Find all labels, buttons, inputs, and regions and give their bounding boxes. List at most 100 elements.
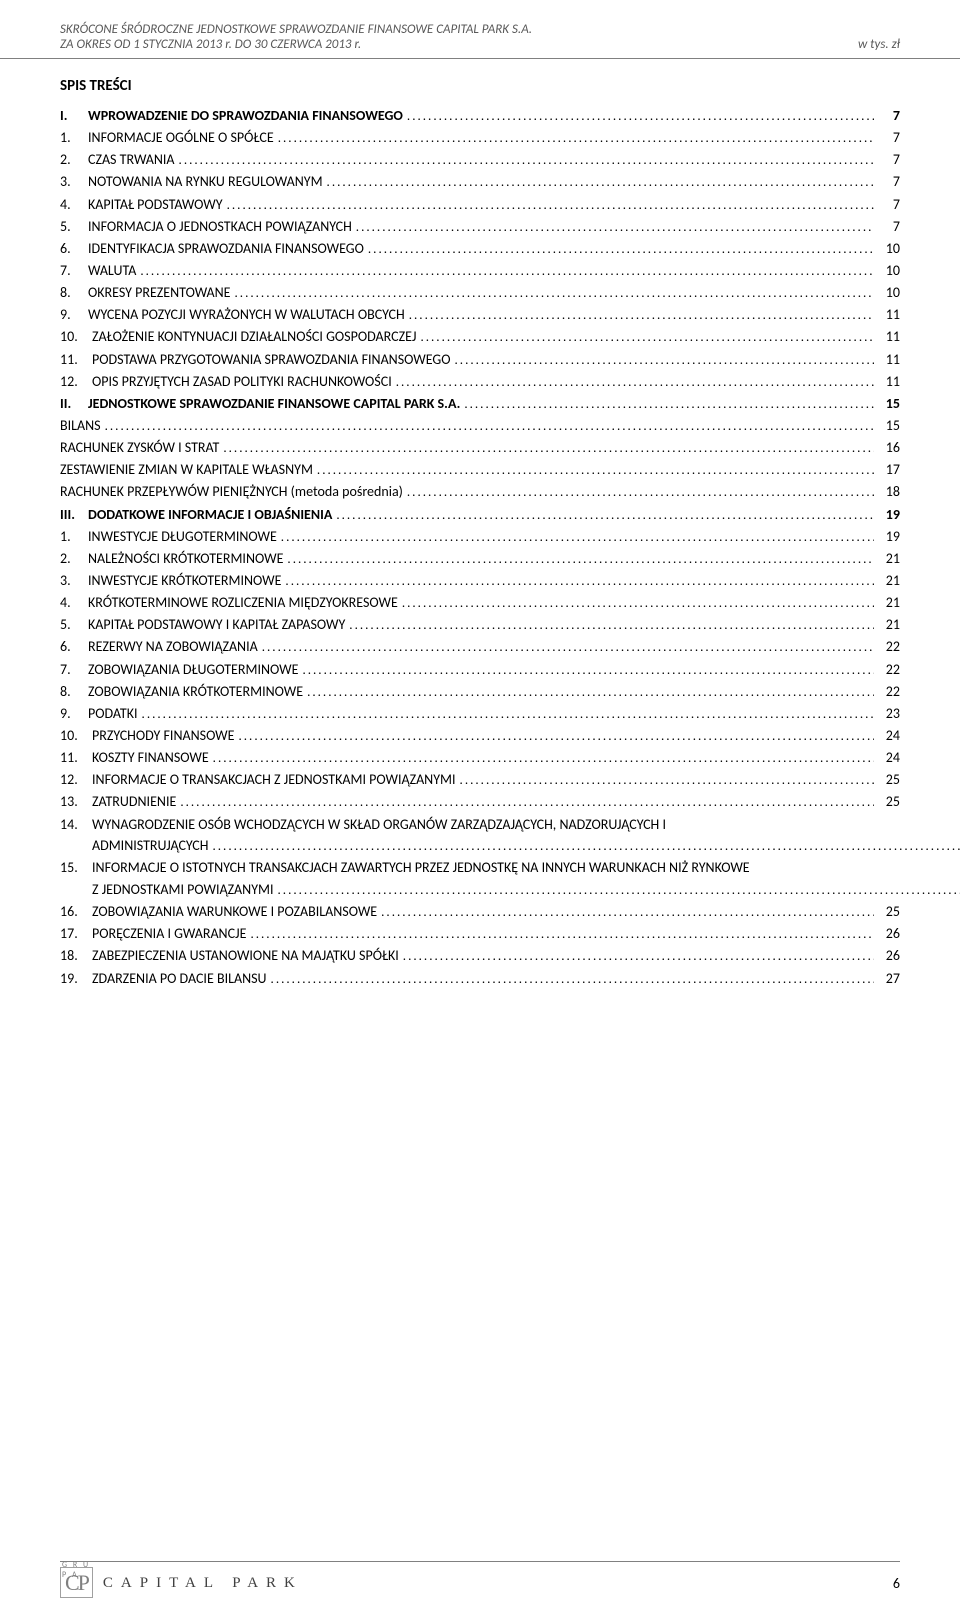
toc-number: 15. — [60, 857, 92, 879]
toc-number: 1. — [60, 127, 88, 149]
toc-page: 18 — [878, 481, 900, 503]
toc-label: INWESTYCJE DŁUGOTERMINOWE — [88, 526, 277, 548]
toc-label-cont: Z JEDNOSTKAMI POWIĄZANYMI — [92, 879, 274, 901]
toc-number: 11. — [60, 349, 92, 371]
toc-row: 4.KAPITAŁ PODSTAWOWY7 — [60, 194, 900, 216]
toc-label: INFORMACJE O ISTOTNYCH TRANSAKCJACH ZAWA… — [92, 857, 960, 879]
toc-number: II. — [60, 393, 88, 415]
toc-number: 1. — [60, 526, 88, 548]
toc-dots — [420, 326, 874, 348]
toc-dots — [235, 282, 875, 304]
toc-label: OKRESY PREZENTOWANE — [88, 282, 231, 304]
toc-dots — [250, 923, 874, 945]
toc-dots — [142, 703, 874, 725]
toc-row: 17.PORĘCZENIA I GWARANCJE 26 — [60, 923, 900, 945]
toc-row: 10.PRZYCHODY FINANSOWE24 — [60, 725, 900, 747]
toc-page: 11 — [878, 304, 900, 326]
toc-page: 16 — [878, 437, 900, 459]
toc-dots — [105, 415, 874, 437]
toc-page: 19 — [878, 504, 900, 526]
toc-dots — [356, 216, 874, 238]
toc-row: 8.ZOBOWIĄZANIA KRÓTKOTERMINOWE22 — [60, 681, 900, 703]
toc-number: 10. — [60, 326, 92, 348]
toc-label: INFORMACJE OGÓLNE O SPÓŁCE — [88, 127, 274, 149]
toc-page: 22 — [878, 636, 900, 658]
toc-row: 10.ZAŁOŻENIE KONTYNUACJI DZIAŁALNOŚCI GO… — [60, 326, 900, 348]
logo-subtext: G R U P A — [62, 1560, 93, 1580]
toc-row: 5.INFORMACJA O JEDNOSTKACH POWIĄZANYCH7 — [60, 216, 900, 238]
toc-row: 5.KAPITAŁ PODSTAWOWY I KAPITAŁ ZAPASOWY2… — [60, 614, 900, 636]
toc-row: 13.ZATRUDNIENIE25 — [60, 791, 900, 813]
toc-number: 9. — [60, 304, 88, 326]
header-line-1: SKRÓCONE ŚRÓDROCZNE JEDNOSTKOWE SPRAWOZD… — [60, 22, 900, 37]
header-title-2: ZA OKRES OD 1 STYCZNIA 2013 r. DO 30 CZE… — [60, 37, 361, 52]
toc-title: SPIS TREŚCI — [0, 77, 960, 95]
toc-page: 23 — [878, 703, 900, 725]
toc-row: 3.NOTOWANIA NA RYNKU REGULOWANYM7 — [60, 171, 900, 193]
toc-row: RACHUNEK ZYSKÓW I STRAT16 — [60, 437, 900, 459]
toc-page: 10 — [878, 260, 900, 282]
toc-page: 7 — [878, 127, 900, 149]
toc-label: KRÓTKOTERMINOWE ROZLICZENIA MIĘDZYOKRESO… — [88, 592, 398, 614]
toc-page: 11 — [878, 371, 900, 393]
toc-row: 2.CZAS TRWANIA7 — [60, 149, 900, 171]
toc-number: 3. — [60, 171, 88, 193]
toc-label: KAPITAŁ PODSTAWOWY I KAPITAŁ ZAPASOWY — [88, 614, 345, 636]
toc-number: 2. — [60, 149, 88, 171]
toc-number: 4. — [60, 194, 88, 216]
toc-dots — [455, 349, 875, 371]
header-unit: w tys. zł — [858, 37, 900, 52]
toc-dots — [271, 968, 874, 990]
header-title-1: SKRÓCONE ŚRÓDROCZNE JEDNOSTKOWE SPRAWOZD… — [60, 22, 532, 37]
toc-label: KAPITAŁ PODSTAWOWY — [88, 194, 223, 216]
toc-label: CZAS TRWANIA — [88, 149, 175, 171]
toc-number: 18. — [60, 945, 92, 967]
toc-number: 6. — [60, 636, 88, 658]
toc-page: 26 — [878, 923, 900, 945]
toc-row: 7.WALUTA10 — [60, 260, 900, 282]
toc-row: 8.OKRESY PREZENTOWANE10 — [60, 282, 900, 304]
toc-label: ZDARZENIA PO DACIE BILANSU — [92, 968, 267, 990]
toc-row: 4.KRÓTKOTERMINOWE ROZLICZENIA MIĘDZYOKRE… — [60, 592, 900, 614]
footer-logo: G R U P A CP CAPITAL PARK — [60, 1570, 303, 1596]
toc-row: 6.REZERWY NA ZOBOWIĄZANIA 22 — [60, 636, 900, 658]
toc-dots — [180, 791, 874, 813]
logo-wrap: G R U P A CP — [60, 1570, 93, 1596]
toc-label: INWESTYCJE KRÓTKOTERMINOWE — [88, 570, 281, 592]
toc-page: 21 — [878, 570, 900, 592]
toc-label-cont: ADMINISTRUJĄCYCH — [92, 835, 208, 857]
toc-number: III. — [60, 504, 88, 526]
toc-number: 14. — [60, 814, 92, 836]
logo-text: CAPITAL PARK — [103, 1575, 303, 1592]
toc-page: 25 — [878, 769, 900, 791]
toc-row: 1.INFORMACJE OGÓLNE O SPÓŁCE 7 — [60, 127, 900, 149]
toc-dots — [317, 459, 874, 481]
toc-label: WYNAGRODZENIE OSÓB WCHODZĄCYCH W SKŁAD O… — [92, 814, 960, 836]
toc-number: 8. — [60, 681, 88, 703]
toc-dots — [223, 437, 874, 459]
toc-page: 7 — [878, 216, 900, 238]
toc-number: 12. — [60, 371, 92, 393]
toc-dots — [464, 393, 874, 415]
toc-row: III.DODATKOWE INFORMACJE I OBJAŚNIENIA19 — [60, 504, 900, 526]
toc-label: PORĘCZENIA I GWARANCJE — [92, 923, 246, 945]
toc-label: ZOBOWIĄZANIA DŁUGOTERMINOWE — [88, 659, 298, 681]
toc-label: PODSTAWA PRZYGOTOWANIA SPRAWOZDANIA FINA… — [92, 349, 451, 371]
toc-dots — [349, 614, 874, 636]
toc-row: BILANS15 — [60, 415, 900, 437]
toc-line2: Z JEDNOSTKAMI POWIĄZANYMI25 — [92, 879, 960, 901]
header-line-2: ZA OKRES OD 1 STYCZNIA 2013 r. DO 30 CZE… — [60, 37, 900, 52]
toc-dots — [307, 681, 874, 703]
toc-dots — [402, 592, 874, 614]
toc-label: REZERWY NA ZOBOWIĄZANIA — [88, 636, 258, 658]
toc-row: 7.ZOBOWIĄZANIA DŁUGOTERMINOWE22 — [60, 659, 900, 681]
toc-dots — [238, 725, 874, 747]
toc-label: WYCENA POZYCJI WYRAŻONYCH W WALUTACH OBC… — [88, 304, 405, 326]
toc-dots — [327, 171, 874, 193]
toc-dots — [285, 570, 874, 592]
toc-number: 17. — [60, 923, 92, 945]
toc-row: ZESTAWIENIE ZMIAN W KAPITALE WŁASNYM17 — [60, 459, 900, 481]
toc-dots — [262, 636, 874, 658]
toc-row: 9.PODATKI23 — [60, 703, 900, 725]
toc-number: 11. — [60, 747, 92, 769]
